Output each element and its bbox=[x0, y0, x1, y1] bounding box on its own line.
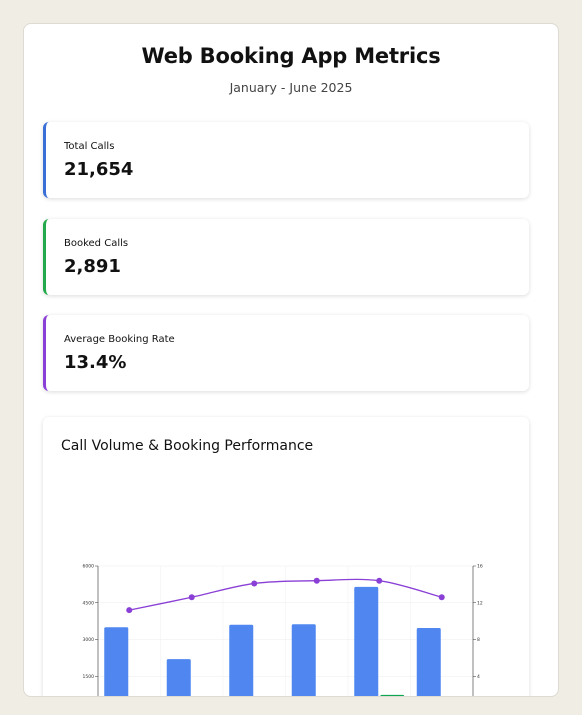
metric-card-total-calls: Total Calls 21,654 bbox=[43, 122, 529, 198]
y-right-tick-label: 16 bbox=[477, 564, 483, 570]
metric-card-booking-rate: Average Booking Rate 13.4% bbox=[43, 315, 529, 391]
metric-value: 13.4% bbox=[64, 352, 127, 373]
metric-label: Total Calls bbox=[64, 141, 115, 152]
y-left-tick-label: 1500 bbox=[83, 674, 95, 680]
metric-card-booked-calls: Booked Calls 2,891 bbox=[43, 219, 529, 295]
metric-label: Average Booking Rate bbox=[64, 334, 175, 345]
bar-june-0 bbox=[416, 627, 441, 696]
booking-rate-point-may bbox=[376, 577, 383, 584]
y-left-tick-label: 6000 bbox=[83, 564, 95, 570]
date-range: January - June 2025 bbox=[229, 80, 353, 95]
chart-card: Call Volume & Booking Performance 0 1500 3… bbox=[43, 417, 529, 696]
bar-april-0 bbox=[291, 624, 316, 696]
y-right-tick-label: 12 bbox=[477, 600, 483, 606]
y-right-tick-label: 4 bbox=[477, 674, 480, 680]
booking-rate-point-march bbox=[251, 580, 258, 587]
chart-title: Call Volume & Booking Performance bbox=[61, 438, 314, 454]
page-title: Web Booking App Metrics bbox=[141, 44, 441, 68]
dashboard-card: Web Booking App Metrics January - June 2… bbox=[23, 23, 559, 697]
bar-may-1 bbox=[380, 694, 405, 696]
booking-rate-point-january bbox=[126, 607, 133, 614]
metric-value: 21,654 bbox=[64, 159, 134, 180]
y-left-tick-label: 3000 bbox=[83, 637, 95, 643]
y-right-tick-label: 8 bbox=[477, 637, 480, 643]
bar-january-0 bbox=[104, 627, 129, 696]
bar-february-0 bbox=[166, 659, 191, 696]
bar-march-0 bbox=[229, 624, 254, 696]
metric-value: 2,891 bbox=[64, 256, 121, 277]
booking-rate-point-june bbox=[438, 594, 445, 601]
metric-label: Booked Calls bbox=[64, 238, 129, 249]
bar-may-0 bbox=[354, 586, 379, 696]
y-left-tick-label: 4500 bbox=[83, 600, 95, 606]
booking-rate-point-april bbox=[313, 577, 320, 584]
combo-chart: 015003000450060000481216JanuaryFebruaryM… bbox=[83, 564, 483, 696]
booking-rate-point-february bbox=[188, 594, 195, 601]
